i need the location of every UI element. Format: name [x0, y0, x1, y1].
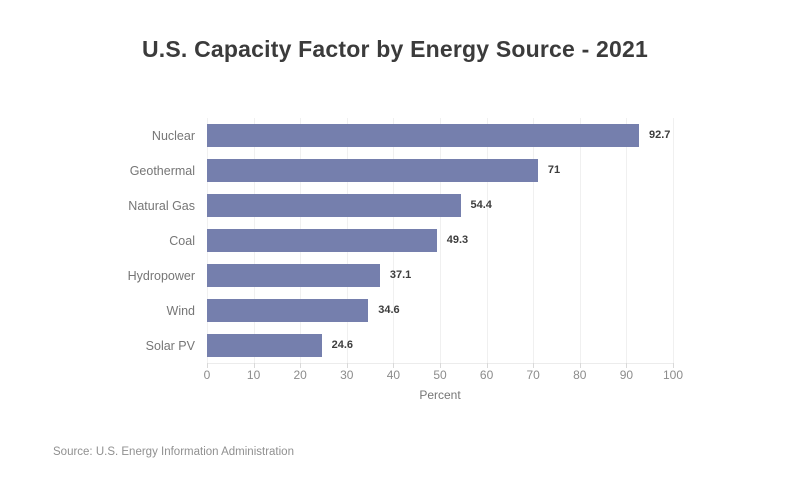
axis-tick [486, 363, 488, 368]
category-label: Solar PV [145, 338, 195, 353]
bar-value-label: 71 [547, 164, 561, 176]
axis-tick-label: 20 [293, 368, 307, 382]
gridline [579, 118, 581, 363]
category-label: Nuclear [151, 128, 195, 143]
category-label: Wind [166, 303, 195, 318]
axis-tick [626, 363, 628, 368]
axis-tick [673, 363, 674, 368]
axis-tick-label: 10 [246, 368, 261, 382]
axis-tick-label: 30 [340, 368, 354, 382]
plot-area: 92.7 71 54.4 49.3 37.1 34.6 24.6 [207, 118, 674, 368]
bar [207, 194, 461, 217]
axis-tick-label: 90 [619, 368, 634, 382]
axis-tick-label: 0 [203, 368, 211, 382]
bar [207, 334, 322, 357]
axis-tick [533, 363, 535, 368]
axis-tick-label: 40 [386, 368, 401, 382]
axis-tick [440, 363, 441, 368]
bar-value-label: 92.7 [648, 129, 671, 141]
bar-value-label: 54.4 [470, 199, 492, 211]
gridline [486, 118, 488, 363]
bar [207, 264, 380, 287]
category-label: Hydropower [127, 268, 195, 283]
axis-tick-label: 80 [573, 368, 587, 382]
axis-tick [300, 363, 302, 368]
bar [207, 124, 639, 147]
category-label: Geothermal [129, 163, 195, 178]
category-label: Coal [169, 233, 195, 248]
gridline [626, 118, 628, 363]
axis-tick-label: 70 [526, 368, 540, 382]
axis-tick [253, 363, 255, 368]
bar-value-label: 37.1 [389, 269, 412, 281]
bar-value-label: 49.3 [446, 234, 469, 246]
axis-tick [579, 363, 581, 368]
bar [207, 159, 538, 182]
gridline [440, 118, 441, 363]
axis-tick-label: 60 [479, 368, 494, 382]
gridline [533, 118, 535, 363]
bar [207, 299, 369, 322]
bar [207, 229, 437, 252]
chart-title: U.S. Capacity Factor by Energy Source - … [141, 36, 649, 62]
axis-tick-label: 100 [662, 368, 684, 382]
axis-tick [207, 363, 208, 368]
bar-value-label: 34.6 [378, 304, 400, 316]
x-axis-label: Percent [419, 388, 461, 402]
axis-tick [346, 363, 348, 368]
gridline [673, 118, 674, 363]
axis-tick-label: 50 [433, 368, 447, 382]
category-label: Natural Gas [128, 198, 195, 213]
source-text: Source: U.S. Energy Information Administ… [53, 446, 294, 458]
bar-value-label: 24.6 [331, 339, 354, 351]
axis-tick [393, 363, 395, 368]
